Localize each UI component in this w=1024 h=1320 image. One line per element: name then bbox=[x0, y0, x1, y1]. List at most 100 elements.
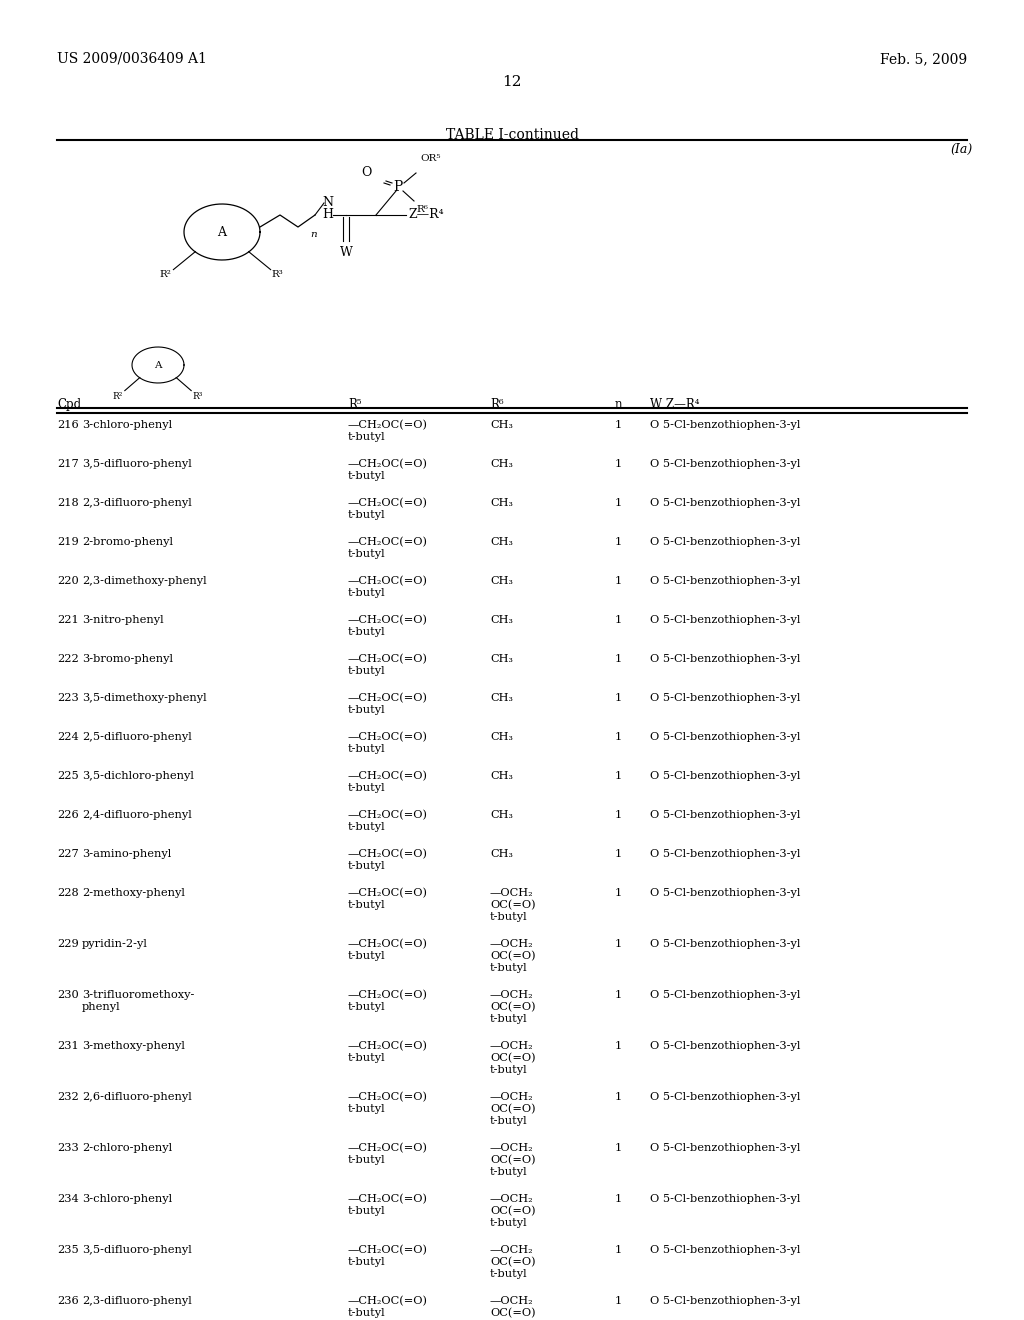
Text: —CH₂OC(=O)
t-butyl: —CH₂OC(=O) t-butyl bbox=[348, 615, 428, 638]
Text: 1: 1 bbox=[615, 810, 623, 820]
Text: 233: 233 bbox=[57, 1143, 79, 1152]
Text: —OCH₂
OC(=O)
t-butyl: —OCH₂ OC(=O) t-butyl bbox=[490, 1092, 536, 1126]
Text: —CH₂OC(=O)
t-butyl: —CH₂OC(=O) t-butyl bbox=[348, 771, 428, 793]
Text: —OCH₂
OC(=O)
t-butyl: —OCH₂ OC(=O) t-butyl bbox=[490, 1245, 536, 1279]
Text: —CH₂OC(=O)
t-butyl: —CH₂OC(=O) t-butyl bbox=[348, 1041, 428, 1063]
Text: CH₃: CH₃ bbox=[490, 693, 513, 704]
Text: Cpd: Cpd bbox=[57, 399, 81, 411]
Text: —OCH₂
OC(=O)
t-butyl: —OCH₂ OC(=O) t-butyl bbox=[490, 939, 536, 973]
Text: CH₃: CH₃ bbox=[490, 771, 513, 781]
Text: R⁶: R⁶ bbox=[490, 399, 504, 411]
Text: 1: 1 bbox=[615, 939, 623, 949]
Text: —CH₂OC(=O)
t-butyl: —CH₂OC(=O) t-butyl bbox=[348, 1195, 428, 1216]
Text: 2,6-difluoro-phenyl: 2,6-difluoro-phenyl bbox=[82, 1092, 191, 1102]
Text: 229: 229 bbox=[57, 939, 79, 949]
Text: OR⁵: OR⁵ bbox=[420, 154, 440, 162]
Text: O 5-Cl-benzothiophen-3-yl: O 5-Cl-benzothiophen-3-yl bbox=[650, 693, 801, 704]
Text: CH₃: CH₃ bbox=[490, 849, 513, 859]
Text: 2,3-difluoro-phenyl: 2,3-difluoro-phenyl bbox=[82, 498, 191, 508]
Text: 223: 223 bbox=[57, 693, 79, 704]
Text: O 5-Cl-benzothiophen-3-yl: O 5-Cl-benzothiophen-3-yl bbox=[650, 1296, 801, 1305]
Text: 236: 236 bbox=[57, 1296, 79, 1305]
Text: CH₃: CH₃ bbox=[490, 420, 513, 430]
Text: O 5-Cl-benzothiophen-3-yl: O 5-Cl-benzothiophen-3-yl bbox=[650, 653, 801, 664]
Text: O 5-Cl-benzothiophen-3-yl: O 5-Cl-benzothiophen-3-yl bbox=[650, 1041, 801, 1051]
Text: CH₃: CH₃ bbox=[490, 537, 513, 546]
Text: O 5-Cl-benzothiophen-3-yl: O 5-Cl-benzothiophen-3-yl bbox=[650, 1092, 801, 1102]
Text: 1: 1 bbox=[615, 888, 623, 898]
Text: 3-chloro-phenyl: 3-chloro-phenyl bbox=[82, 420, 172, 430]
Text: 3,5-difluoro-phenyl: 3,5-difluoro-phenyl bbox=[82, 459, 191, 469]
Text: —OCH₂
OC(=O)
t-butyl: —OCH₂ OC(=O) t-butyl bbox=[490, 1041, 536, 1074]
Text: O 5-Cl-benzothiophen-3-yl: O 5-Cl-benzothiophen-3-yl bbox=[650, 733, 801, 742]
Text: 3-amino-phenyl: 3-amino-phenyl bbox=[82, 849, 171, 859]
Text: R⁵: R⁵ bbox=[348, 399, 361, 411]
Text: 3-methoxy-phenyl: 3-methoxy-phenyl bbox=[82, 1041, 185, 1051]
Text: 3,5-dimethoxy-phenyl: 3,5-dimethoxy-phenyl bbox=[82, 693, 207, 704]
Text: —CH₂OC(=O)
t-butyl: —CH₂OC(=O) t-butyl bbox=[348, 1092, 428, 1114]
Text: 234: 234 bbox=[57, 1195, 79, 1204]
Text: —CH₂OC(=O)
t-butyl: —CH₂OC(=O) t-butyl bbox=[348, 459, 428, 480]
Text: —CH₂OC(=O)
t-butyl: —CH₂OC(=O) t-butyl bbox=[348, 939, 428, 961]
Text: —CH₂OC(=O)
t-butyl: —CH₂OC(=O) t-butyl bbox=[348, 693, 428, 715]
Text: O: O bbox=[361, 166, 372, 180]
Text: N: N bbox=[323, 197, 334, 210]
Text: O 5-Cl-benzothiophen-3-yl: O 5-Cl-benzothiophen-3-yl bbox=[650, 888, 801, 898]
Text: 1: 1 bbox=[615, 537, 623, 546]
Text: R⁶: R⁶ bbox=[416, 205, 428, 214]
Text: 2,4-difluoro-phenyl: 2,4-difluoro-phenyl bbox=[82, 810, 191, 820]
Text: 1: 1 bbox=[615, 1092, 623, 1102]
Text: US 2009/0036409 A1: US 2009/0036409 A1 bbox=[57, 51, 207, 66]
Text: O 5-Cl-benzothiophen-3-yl: O 5-Cl-benzothiophen-3-yl bbox=[650, 459, 801, 469]
Text: —CH₂OC(=O)
t-butyl: —CH₂OC(=O) t-butyl bbox=[348, 733, 428, 754]
Text: —CH₂OC(=O)
t-butyl: —CH₂OC(=O) t-butyl bbox=[348, 653, 428, 676]
Text: O 5-Cl-benzothiophen-3-yl: O 5-Cl-benzothiophen-3-yl bbox=[650, 576, 801, 586]
Text: —CH₂OC(=O)
t-butyl: —CH₂OC(=O) t-butyl bbox=[348, 1245, 428, 1267]
Text: 227: 227 bbox=[57, 849, 79, 859]
Text: O 5-Cl-benzothiophen-3-yl: O 5-Cl-benzothiophen-3-yl bbox=[650, 849, 801, 859]
Text: —CH₂OC(=O)
t-butyl: —CH₂OC(=O) t-butyl bbox=[348, 849, 428, 871]
Text: —CH₂OC(=O)
t-butyl: —CH₂OC(=O) t-butyl bbox=[348, 1296, 428, 1317]
Text: 1: 1 bbox=[615, 498, 623, 508]
Text: 2-methoxy-phenyl: 2-methoxy-phenyl bbox=[82, 888, 185, 898]
Text: O 5-Cl-benzothiophen-3-yl: O 5-Cl-benzothiophen-3-yl bbox=[650, 771, 801, 781]
Text: 3-bromo-phenyl: 3-bromo-phenyl bbox=[82, 653, 173, 664]
Text: 3,5-difluoro-phenyl: 3,5-difluoro-phenyl bbox=[82, 1245, 191, 1255]
Text: O 5-Cl-benzothiophen-3-yl: O 5-Cl-benzothiophen-3-yl bbox=[650, 420, 801, 430]
Text: CH₃: CH₃ bbox=[490, 733, 513, 742]
Text: 1: 1 bbox=[615, 990, 623, 1001]
Text: 1: 1 bbox=[615, 653, 623, 664]
Text: n: n bbox=[310, 230, 316, 239]
Text: 1: 1 bbox=[615, 1041, 623, 1051]
Text: 222: 222 bbox=[57, 653, 79, 664]
Text: A: A bbox=[155, 360, 162, 370]
Text: O 5-Cl-benzothiophen-3-yl: O 5-Cl-benzothiophen-3-yl bbox=[650, 939, 801, 949]
Text: O 5-Cl-benzothiophen-3-yl: O 5-Cl-benzothiophen-3-yl bbox=[650, 1195, 801, 1204]
Text: (Ia): (Ia) bbox=[950, 143, 972, 156]
Text: 3-nitro-phenyl: 3-nitro-phenyl bbox=[82, 615, 164, 624]
Text: 1: 1 bbox=[615, 771, 623, 781]
Text: 225: 225 bbox=[57, 771, 79, 781]
Text: O 5-Cl-benzothiophen-3-yl: O 5-Cl-benzothiophen-3-yl bbox=[650, 498, 801, 508]
Text: 1: 1 bbox=[615, 693, 623, 704]
Text: O 5-Cl-benzothiophen-3-yl: O 5-Cl-benzothiophen-3-yl bbox=[650, 1245, 801, 1255]
Text: 1: 1 bbox=[615, 1296, 623, 1305]
Text: —OCH₂
OC(=O)
t-butyl: —OCH₂ OC(=O) t-butyl bbox=[490, 1143, 536, 1176]
Text: 1: 1 bbox=[615, 733, 623, 742]
Text: 3-trifluoromethoxy-
phenyl: 3-trifluoromethoxy- phenyl bbox=[82, 990, 195, 1011]
Text: 1: 1 bbox=[615, 420, 623, 430]
Text: 2-chloro-phenyl: 2-chloro-phenyl bbox=[82, 1143, 172, 1152]
Text: Z—R⁴: Z—R⁴ bbox=[408, 209, 443, 222]
Text: 219: 219 bbox=[57, 537, 79, 546]
Text: 12: 12 bbox=[502, 75, 522, 88]
Text: pyridin-2-yl: pyridin-2-yl bbox=[82, 939, 147, 949]
Text: A: A bbox=[217, 226, 226, 239]
Text: 221: 221 bbox=[57, 615, 79, 624]
Text: W: W bbox=[340, 246, 352, 259]
Text: CH₃: CH₃ bbox=[490, 653, 513, 664]
Text: 2,3-dimethoxy-phenyl: 2,3-dimethoxy-phenyl bbox=[82, 576, 207, 586]
Text: —CH₂OC(=O)
t-butyl: —CH₂OC(=O) t-butyl bbox=[348, 990, 428, 1012]
Text: CH₃: CH₃ bbox=[490, 576, 513, 586]
Text: R³: R³ bbox=[271, 269, 284, 279]
Text: O 5-Cl-benzothiophen-3-yl: O 5-Cl-benzothiophen-3-yl bbox=[650, 810, 801, 820]
